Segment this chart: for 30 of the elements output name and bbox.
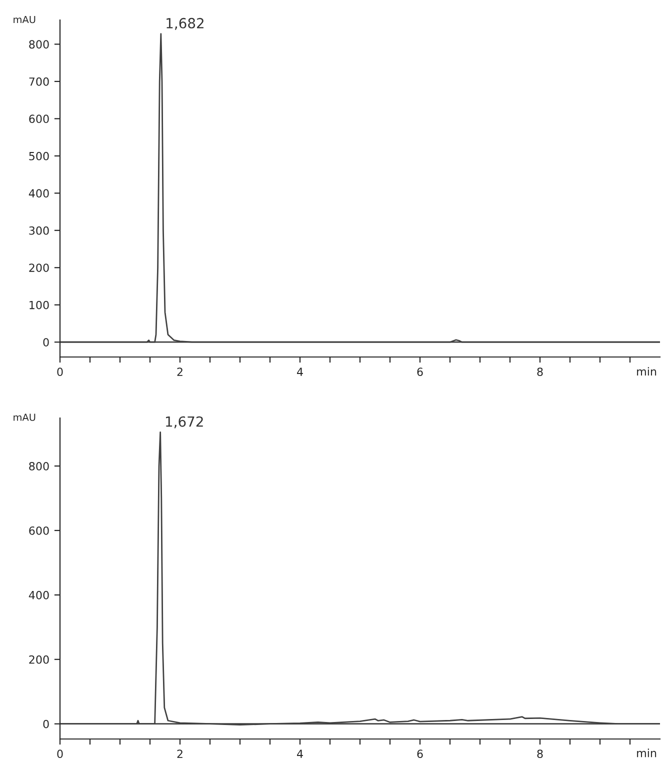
y-tick-label: 400 xyxy=(28,590,49,600)
annotation: 1,672 xyxy=(166,416,203,428)
annotation: 1,682 xyxy=(166,18,204,30)
x-tick-label: 0 xyxy=(57,368,63,376)
y-tick-label: 800 xyxy=(29,462,49,470)
y-tick-label: 600 xyxy=(29,114,49,124)
x-tick-label: 6 xyxy=(417,750,423,758)
y-axis-title: mAU xyxy=(14,414,36,421)
y-tick-label: 200 xyxy=(29,655,49,664)
y-tick-label: 500 xyxy=(29,152,49,160)
y-tick-label: 400 xyxy=(28,189,49,198)
x-tick-label: 4 xyxy=(297,368,303,376)
x-tick-label: 4 xyxy=(297,750,303,758)
x-tick-label: 0 xyxy=(57,750,63,758)
y-tick-label: 0 xyxy=(43,720,49,728)
x-tick-label: 2 xyxy=(177,368,182,376)
y-tick-label: 800 xyxy=(29,40,49,49)
y-tick-label: 700 xyxy=(29,77,49,86)
x-tick-label: 2 xyxy=(177,750,182,758)
y-tick-label: 300 xyxy=(29,226,49,235)
x-axis-title: min xyxy=(637,367,656,376)
y-axis-title: mAU xyxy=(14,16,36,24)
x-tick-label: 6 xyxy=(417,368,423,376)
y-tick-label: 100 xyxy=(30,300,49,310)
x-tick-label: 8 xyxy=(537,750,543,758)
x-axis-title: min xyxy=(637,748,656,758)
y-tick-label: 0 xyxy=(43,338,49,346)
y-tick-label: 200 xyxy=(29,264,49,272)
y-tick-label: 600 xyxy=(29,526,49,535)
x-tick-label: 8 xyxy=(537,368,543,376)
